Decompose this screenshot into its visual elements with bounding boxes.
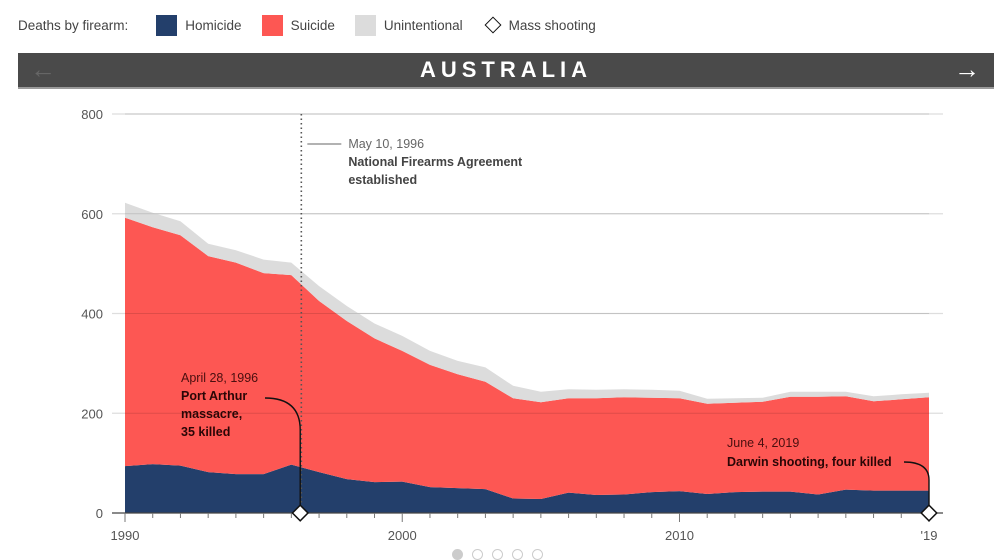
- legend: Deaths by firearm: Homicide Suicide Unin…: [18, 14, 616, 36]
- port-arthur-leader: [264, 397, 301, 506]
- legend-label: Suicide: [290, 17, 335, 33]
- port-arthur-label: massacre,: [181, 407, 242, 421]
- darwin-label: Darwin shooting, four killed: [727, 455, 892, 469]
- legend-label: Unintentional: [383, 17, 463, 33]
- unintentional-swatch: [354, 14, 376, 36]
- port-arthur-label: 35 killed: [181, 425, 230, 439]
- area-suicide: [125, 217, 929, 499]
- x-tick-label: 1990: [111, 528, 140, 543]
- pagination-dot[interactable]: [512, 549, 523, 560]
- axes: 0 200 400 600 800 1990 2000 2010 '19: [81, 107, 943, 543]
- y-tick-label: 200: [81, 406, 103, 421]
- y-tick-label: 400: [81, 307, 103, 322]
- y-tick-label: 800: [81, 107, 103, 122]
- port-arthur-label: Port Arthur: [181, 389, 247, 403]
- nfa-label: established: [348, 173, 417, 187]
- annotations: May 10, 1996 National Firearms Agreement e…: [181, 114, 938, 522]
- legend-item-unintentional: Unintentional: [354, 14, 463, 36]
- suicide-swatch: [261, 14, 283, 36]
- legend-title: Deaths by firearm:: [18, 17, 129, 33]
- legend-item-suicide: Suicide: [261, 14, 335, 36]
- y-tick-label: 0: [96, 506, 103, 521]
- pagination-dots: [452, 549, 552, 560]
- country-title: AUSTRALIA: [419, 57, 593, 82]
- port-arthur-marker: [291, 504, 310, 522]
- legend-item-mass-shooting: Mass shooting: [483, 16, 596, 34]
- area-homicide: [125, 464, 929, 513]
- legend-item-homicide: Homicide: [156, 14, 242, 36]
- pagination-dot[interactable]: [532, 549, 543, 560]
- nfa-label: National Firearms Agreement: [348, 155, 523, 169]
- prev-country-arrow-icon[interactable]: ←: [30, 54, 56, 84]
- nfa-date: May 10, 1996: [348, 137, 424, 151]
- darwin-leader: [903, 461, 930, 506]
- legend-label: Homicide: [185, 17, 242, 33]
- legend-label: Mass shooting: [508, 17, 596, 33]
- country-banner: ← AUSTRALIA →: [18, 53, 994, 89]
- homicide-swatch: [156, 14, 178, 36]
- x-tick-label: '19: [921, 528, 938, 543]
- x-tick-label: 2010: [665, 528, 694, 543]
- y-tick-label: 600: [81, 207, 103, 222]
- pagination-dot[interactable]: [472, 549, 483, 560]
- pagination-dot[interactable]: [492, 549, 503, 560]
- x-tick-label: 2000: [388, 528, 417, 543]
- port-arthur-date: April 28, 1996: [181, 371, 258, 385]
- darwin-date: June 4, 2019: [727, 436, 799, 450]
- pagination-dot[interactable]: [452, 549, 463, 560]
- next-country-arrow-icon[interactable]: →: [954, 54, 980, 84]
- darwin-marker: [920, 504, 938, 522]
- areas: [125, 113, 929, 513]
